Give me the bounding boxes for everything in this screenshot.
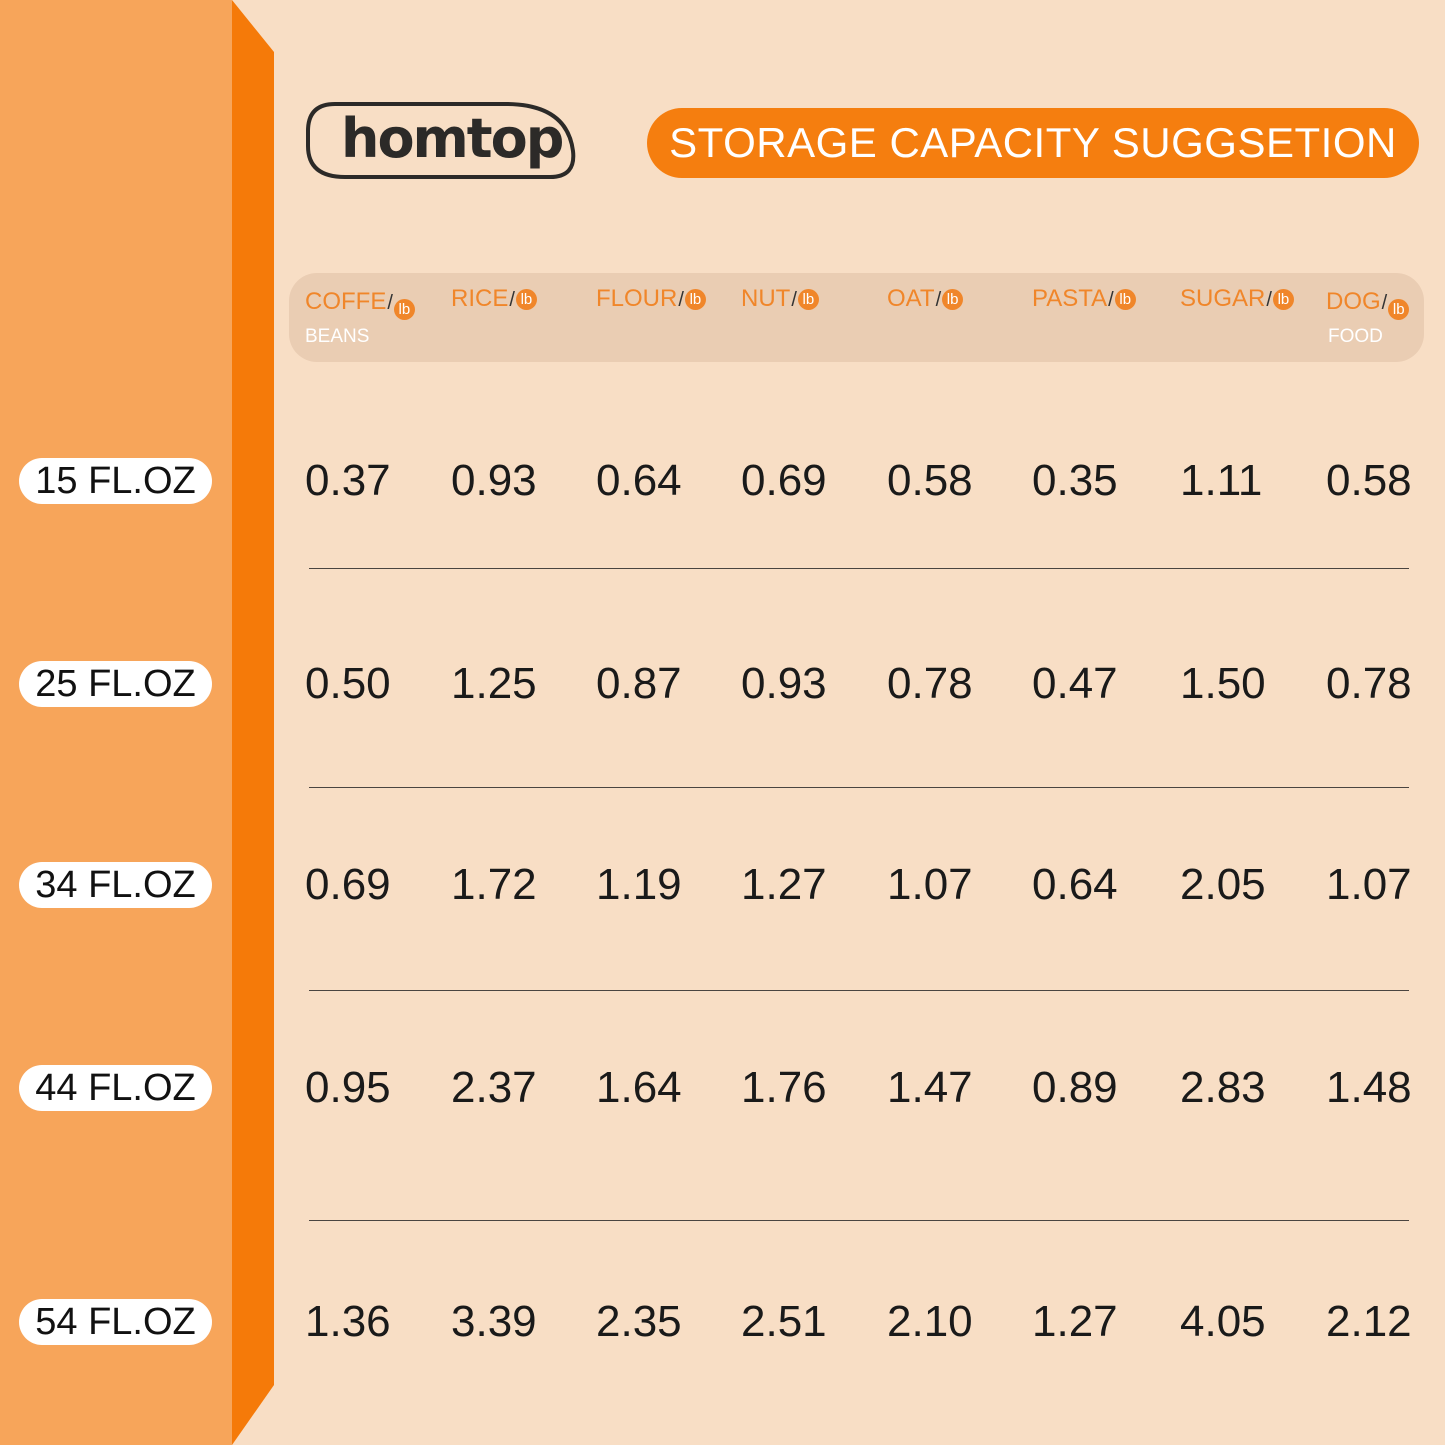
column-header: COFFE/lb — [305, 285, 415, 320]
lb-unit-icon: lb — [942, 289, 964, 311]
slash: / — [1266, 289, 1272, 311]
slash: / — [678, 289, 684, 311]
row-divider — [309, 568, 1409, 569]
table-cell: 1.72 — [451, 860, 537, 909]
lb-unit-icon: lb — [393, 299, 415, 320]
column-header: SUGAR/lb — [1180, 285, 1294, 313]
table-cell: 2.83 — [1180, 1063, 1266, 1112]
table-cell: 2.12 — [1326, 1297, 1412, 1346]
lb-unit-icon: lb — [1272, 289, 1294, 311]
slash: / — [509, 289, 515, 311]
table-cell: 2.37 — [451, 1063, 537, 1112]
lb-unit-icon: lb — [797, 289, 819, 311]
table-cell: 1.50 — [1180, 659, 1266, 708]
size-label: 44 FL.OZ — [19, 1065, 212, 1111]
size-label: 54 FL.OZ — [19, 1299, 212, 1345]
table-cell: 1.19 — [596, 860, 682, 909]
table-cell: 1.07 — [1326, 860, 1412, 909]
table-cell: 0.78 — [1326, 659, 1412, 708]
lb-unit-icon: lb — [1388, 299, 1410, 320]
table-cell: 0.50 — [305, 659, 391, 708]
table-cell: 0.78 — [887, 659, 973, 708]
column-header: FLOUR/lb — [596, 285, 706, 313]
table-cell: 0.58 — [887, 456, 973, 505]
table-cell: 2.05 — [1180, 860, 1266, 909]
table-cell: 1.48 — [1326, 1063, 1412, 1112]
side-strip — [0, 0, 274, 1445]
table-cell: 0.64 — [1032, 860, 1118, 909]
table-cell: 1.27 — [1032, 1297, 1118, 1346]
column-label: DOG — [1326, 287, 1381, 315]
column-label: NUT — [741, 285, 791, 312]
column-label: OAT — [887, 285, 935, 312]
table-cell: 0.87 — [596, 659, 682, 708]
column-header: DOG/lb — [1326, 285, 1410, 320]
table-cell: 1.47 — [887, 1063, 973, 1112]
slash: / — [387, 291, 393, 314]
size-label: 34 FL.OZ — [19, 862, 212, 908]
column-header: OAT/lb — [887, 285, 964, 313]
table-cell: 0.69 — [305, 860, 391, 909]
column-label: SUGAR — [1180, 285, 1266, 312]
table-cell: 1.11 — [1180, 456, 1263, 505]
size-label: 25 FL.OZ — [19, 661, 212, 707]
page-title: STORAGE CAPACITY SUGGSETION — [647, 108, 1419, 178]
lb-unit-icon: lb — [684, 289, 706, 311]
column-sublabel: FOOD — [1328, 326, 1383, 347]
table-cell: 0.69 — [741, 456, 827, 505]
slash: / — [935, 289, 942, 311]
column-header: RICE/lb — [451, 285, 537, 313]
column-label: COFFE — [305, 287, 387, 315]
table-cell: 2.10 — [887, 1297, 973, 1346]
table-cell: 0.89 — [1032, 1063, 1118, 1112]
lb-unit-icon: lb — [515, 289, 537, 311]
table-cell: 1.27 — [741, 860, 827, 909]
slash: / — [791, 289, 797, 311]
table-cell: 0.95 — [305, 1063, 391, 1112]
column-header: NUT/lb — [741, 285, 819, 313]
slash: / — [1381, 291, 1388, 314]
column-header-band — [289, 273, 1424, 362]
lb-unit-icon: lb — [1114, 289, 1136, 311]
row-divider — [309, 787, 1409, 788]
row-divider — [309, 990, 1409, 991]
column-label: FLOUR — [596, 285, 678, 312]
column-sublabel: BEANS — [305, 326, 370, 347]
table-cell: 2.35 — [596, 1297, 682, 1346]
table-cell: 0.37 — [305, 456, 391, 505]
table-cell: 1.36 — [305, 1297, 391, 1346]
table-cell: 0.93 — [451, 456, 537, 505]
table-cell: 0.64 — [596, 456, 682, 505]
table-cell: 1.07 — [887, 860, 973, 909]
brand-logo: homtop — [305, 101, 576, 179]
table-cell: 0.47 — [1032, 659, 1118, 708]
slash: / — [1108, 289, 1114, 311]
column-label: RICE — [451, 285, 509, 312]
table-cell: 3.39 — [451, 1297, 537, 1346]
table-cell: 1.25 — [451, 659, 537, 708]
table-cell: 0.58 — [1326, 456, 1412, 505]
table-cell: 0.35 — [1032, 456, 1118, 505]
column-label: PASTA — [1032, 285, 1108, 312]
row-divider — [309, 1220, 1409, 1221]
table-cell: 4.05 — [1180, 1297, 1266, 1346]
table-cell: 1.76 — [741, 1063, 827, 1112]
size-label: 15 FL.OZ — [19, 458, 212, 504]
table-cell: 1.64 — [596, 1063, 682, 1112]
table-cell: 2.51 — [741, 1297, 827, 1346]
table-cell: 0.93 — [741, 659, 827, 708]
column-header: PASTA/lb — [1032, 285, 1136, 313]
